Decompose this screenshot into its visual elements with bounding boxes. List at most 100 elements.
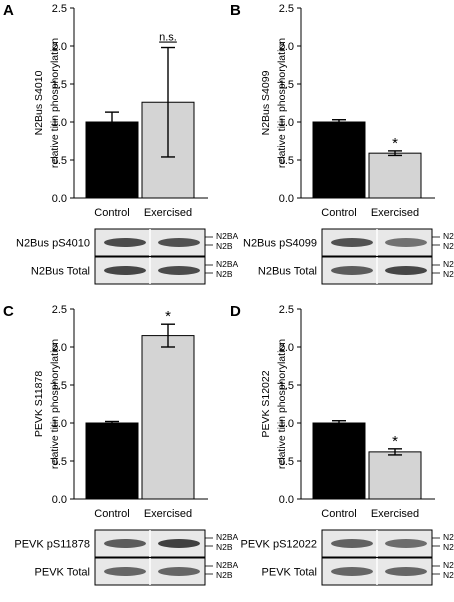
y-tick-label: 1.5 [52,79,67,91]
blot-band [331,567,373,576]
bar-exercised [141,335,195,500]
panel-b: B 0.0 0.5 1.0 1.5 2.0 2.5 N2Bus S4099 relative t… [230,2,454,285]
band-label: N2B [216,269,233,279]
blot-band [385,539,427,548]
y-axis-label-line1: N2Bus S4010 [33,70,45,135]
y-tick-label: 0.0 [279,193,294,205]
band-label: N2BA [443,532,454,542]
blot-row-label: N2Bus Total [258,266,317,278]
panel-letter: D [230,303,241,320]
blot-band [158,238,200,247]
blot-row-label: PEVK pS12022 [241,539,317,551]
significance-marker: * [392,135,398,152]
blot-band [385,567,427,576]
bar-control [85,121,139,199]
panel-d: D 0.0 0.5 1.0 1.5 2.0 2.5 PEVK S12022 relative t… [230,303,454,586]
category-label: Control [321,508,356,520]
band-label: N2BA [216,560,239,570]
band-label: N2B [216,570,233,580]
band-label: N2B [216,241,233,251]
band-label: N2B [443,241,454,251]
bar-control [85,422,139,500]
y-tick-label: 0.5 [52,456,67,468]
significance-marker: n.s. [159,32,177,44]
y-tick-label: 1.5 [52,380,67,392]
significance-marker: * [165,308,171,325]
blot-band [104,567,146,576]
y-tick-label: 2.5 [52,304,67,316]
blot-row-label: N2Bus pS4099 [243,238,317,250]
blot-band [385,238,427,247]
blot-band [158,266,200,275]
y-tick-label: 2.5 [279,304,294,316]
blot-row-label: N2Bus Total [31,266,90,278]
y-tick-label: 0.0 [52,193,67,205]
bar-control [312,422,366,500]
y-axis-label-line2: relative titin phosphorylation [49,339,61,469]
blot-row-label: N2Bus pS4010 [16,238,90,250]
band-label: N2B [443,542,454,552]
band-label: N2B [443,570,454,580]
y-tick-label: 2.0 [279,342,294,354]
blot-band [331,539,373,548]
panel-letter: A [3,2,14,19]
y-tick-label: 0.0 [279,494,294,506]
category-label: Exercised [371,207,419,219]
bar-exercised [368,451,422,500]
panel-c: C 0.0 0.5 1.0 1.5 2.0 2.5 PEVK S11878 relative t… [3,303,239,586]
y-tick-label: 2.5 [279,3,294,15]
band-label: N2B [216,542,233,552]
category-label: Control [321,207,356,219]
y-tick-label: 0.5 [279,155,294,167]
y-tick-label: 1.5 [279,79,294,91]
y-axis-label-line1: PEVK S12022 [260,370,272,437]
y-tick-label: 0.5 [52,155,67,167]
band-label: N2BA [443,231,454,241]
panel-letter: C [3,303,14,320]
category-label: Control [94,508,129,520]
panel-a: A 0.0 0.5 1.0 1.5 2.0 2.5 N2Bus S4010 relative t… [3,2,239,285]
blot-band [385,266,427,275]
blot-band [104,266,146,275]
significance-marker: * [392,433,398,450]
y-tick-label: 1.5 [279,380,294,392]
bar-control [312,121,366,199]
blot-row-label: PEVK Total [35,567,90,579]
y-axis-label-line2: relative titin phosphorylation [276,38,288,168]
y-tick-label: 0.5 [279,456,294,468]
y-tick-label: 0.0 [52,494,67,506]
y-axis-label-line1: PEVK S11878 [33,371,45,438]
bar-exercised [368,152,422,199]
y-tick-label: 1.0 [52,117,67,129]
y-axis-label-line2: relative titin phosphorylation [276,339,288,469]
blot-row-label: PEVK Total [262,567,317,579]
y-tick-label: 1.0 [52,418,67,430]
y-axis-label-line1: N2Bus S4099 [260,70,272,135]
blot-row-label: PEVK pS11878 [14,539,90,551]
blot-band [158,539,200,548]
category-label: Exercised [371,508,419,520]
blot-band [331,266,373,275]
category-label: Control [94,207,129,219]
category-label: Exercised [144,207,192,219]
y-tick-label: 1.0 [279,418,294,430]
band-label: N2BA [443,560,454,570]
y-tick-label: 1.0 [279,117,294,129]
blot-band [104,238,146,247]
y-tick-label: 2.0 [52,342,67,354]
category-label: Exercised [144,508,192,520]
band-label: N2BA [216,532,239,542]
panel-letter: B [230,2,241,19]
band-label: N2BA [216,259,239,269]
band-label: N2BA [216,231,239,241]
y-tick-label: 2.5 [52,3,67,15]
y-tick-label: 2.0 [52,41,67,53]
blot-band [331,238,373,247]
band-label: N2BA [443,259,454,269]
blot-band [104,539,146,548]
y-tick-label: 2.0 [279,41,294,53]
y-axis-label-line2: relative titin phosphorylation [49,38,61,168]
band-label: N2B [443,269,454,279]
blot-band [158,567,200,576]
